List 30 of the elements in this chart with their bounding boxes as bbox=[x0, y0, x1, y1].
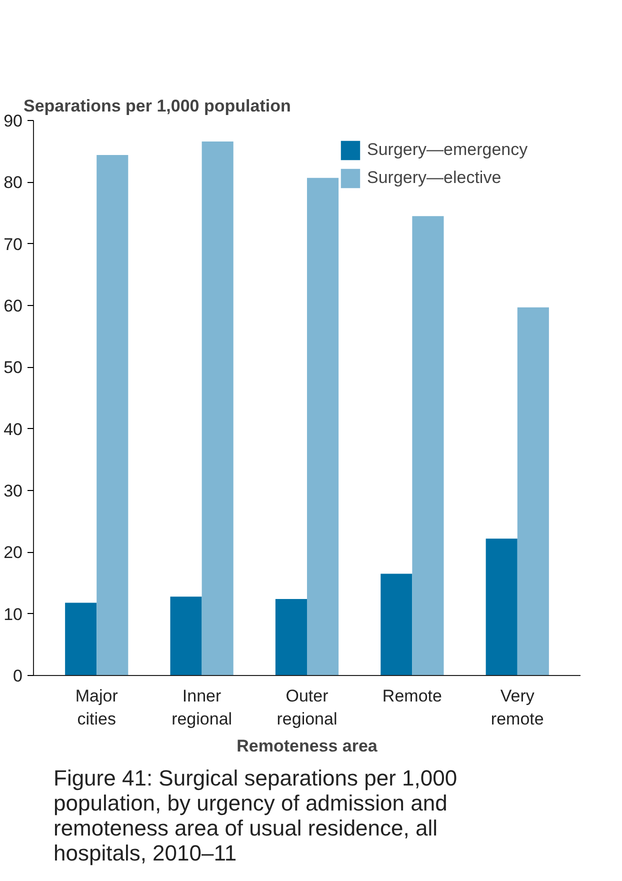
bar bbox=[202, 141, 234, 676]
y-tick-label: 60 bbox=[4, 296, 23, 316]
bar bbox=[486, 538, 518, 676]
y-tick-label: 20 bbox=[4, 543, 23, 562]
bar bbox=[96, 155, 128, 676]
x-axis-title: Remoteness area bbox=[236, 736, 378, 756]
x-tick-label: Outer regional bbox=[276, 686, 338, 728]
x-tick-label: Major cities bbox=[75, 686, 118, 728]
y-tick-label: 50 bbox=[4, 358, 23, 378]
legend-label: Surgery—emergency bbox=[367, 140, 528, 160]
bar bbox=[307, 178, 339, 676]
legend-label: Surgery—elective bbox=[367, 168, 502, 188]
x-tick-label: Very remote bbox=[490, 686, 544, 728]
y-axis-title: Separations per 1,000 population bbox=[24, 96, 291, 116]
y-tick-label: 30 bbox=[4, 482, 23, 500]
bar bbox=[65, 602, 97, 676]
y-tick-label: 70 bbox=[4, 234, 23, 254]
y-tick-label: 80 bbox=[4, 173, 23, 192]
x-tick-label: Remote bbox=[382, 686, 442, 706]
bar bbox=[412, 216, 444, 676]
y-tick-label: 0 bbox=[13, 666, 23, 686]
bar bbox=[275, 599, 307, 676]
y-tick-label: 90 bbox=[4, 112, 23, 130]
y-tick-label: 10 bbox=[4, 604, 23, 624]
x-tick-label: Inner regional bbox=[172, 686, 232, 728]
bar bbox=[170, 596, 202, 676]
bar bbox=[517, 307, 549, 676]
y-tick-label: 40 bbox=[4, 420, 23, 439]
bar bbox=[380, 574, 412, 676]
text: Figure 41: Surgical separations per 1,000 population, by urgency of admission and remoteness area of usual residence, all hospitals, 2010–11 bbox=[54, 766, 458, 866]
